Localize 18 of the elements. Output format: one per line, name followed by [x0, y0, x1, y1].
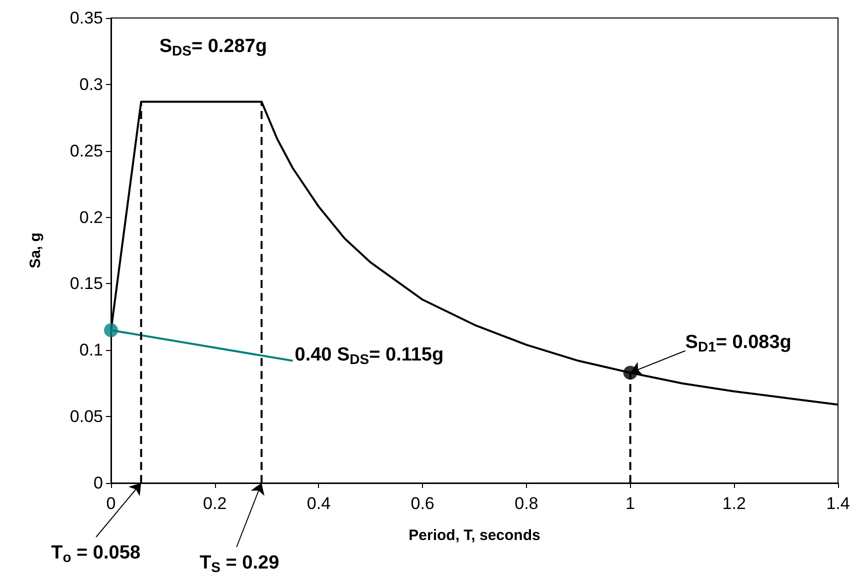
y-tick-label: 0.1	[79, 340, 103, 360]
y-tick-label: 0	[94, 474, 103, 492]
x-tick-label: 1.2	[722, 494, 746, 513]
x-tick-label: 0.4	[306, 494, 331, 513]
x-tick-label: 1.4	[826, 494, 850, 513]
y-tick-label: 0.05	[70, 407, 103, 426]
y-tick-label: 0.15	[70, 274, 103, 294]
x-tick-label: 0.8	[514, 494, 538, 513]
x-axis-title: Period, T, seconds	[408, 527, 540, 544]
y-axis-title: Sa, g	[27, 232, 44, 268]
x-tick-label: 0.2	[203, 494, 227, 513]
x-tick-label: 1	[626, 494, 636, 513]
y-tick-label: 0.35	[70, 8, 103, 28]
y-tick-label: 0.3	[79, 74, 103, 94]
x-tick-label: 0	[106, 494, 116, 513]
x-tick-label: 0.6	[410, 494, 434, 513]
y-tick-label: 0.25	[70, 141, 103, 160]
y-tick-label: 0.2	[79, 208, 103, 227]
